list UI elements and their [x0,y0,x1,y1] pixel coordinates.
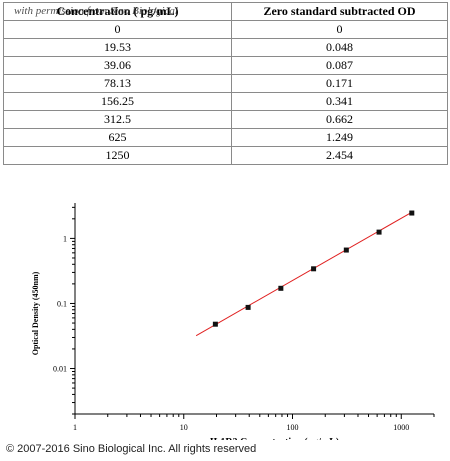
cell-concentration: 78.13 [3,74,232,93]
data-table: Concentration ( pg/mL) with permission f… [3,2,448,165]
cell-od: 0.048 [231,38,448,57]
data-point [376,229,382,235]
cell-od: 0.171 [231,74,448,93]
cell-concentration: 39.06 [3,56,232,75]
table-header-row: Concentration ( pg/mL) with permission f… [3,2,448,21]
x-tick-label: 1000 [393,423,409,432]
table-row: 625 1.249 [3,128,448,147]
header-concentration: Concentration ( pg/mL) with permission f… [3,2,232,21]
y-axis-label: Optical Density (450nm) [31,271,40,355]
x-tick-label: 10 [180,423,188,432]
cell-concentration: 156.25 [3,92,232,111]
cell-concentration: 19.53 [3,38,232,57]
data-point [245,304,251,310]
table-row: 312.5 0.662 [3,110,448,129]
header-concentration-label: Concentration ( pg/mL) [56,4,179,18]
data-point [409,210,415,216]
data-point [343,247,349,253]
cell-od: 0.087 [231,56,448,75]
cell-concentration: 0 [3,20,232,39]
cell-concentration: 312.5 [3,110,232,129]
watermark: with permission from Sino Biological [14,5,178,17]
y-tick-label: 0.1 [57,299,67,308]
data-point [311,266,317,272]
x-tick-label: 100 [287,423,299,432]
y-tick-label: 0.01 [53,365,67,374]
data-point [212,321,218,327]
table-row: 19.53 0.048 [3,38,448,57]
table-row: 156.25 0.341 [3,92,448,111]
cell-od: 0.341 [231,92,448,111]
cell-concentration: 625 [3,128,232,147]
cell-od: 1.249 [231,128,448,147]
table-row: 39.06 0.087 [3,56,448,75]
standard-curve-chart: 1 10 100 1000 0.01 0.1 1 IL1R2 Concentration (p… [31,203,435,440]
copyright-text: © 2007-2016 Sino Biological Inc. All rig… [6,443,257,455]
x-axis-label: IL1R2 Concentration (pg/mL) [210,437,339,440]
cell-concentration: 1250 [3,146,232,165]
y-tick-label: 1 [63,234,67,243]
cell-od: 0.662 [231,110,448,129]
cell-od: 2.454 [231,146,448,165]
data-point [278,285,284,291]
table-row: 78.13 0.171 [3,74,448,93]
x-tick-label: 1 [73,423,77,432]
table-row: 1250 2.454 [3,146,448,165]
cell-od: 0 [231,20,448,39]
header-od: Zero standard subtracted OD [231,2,448,21]
